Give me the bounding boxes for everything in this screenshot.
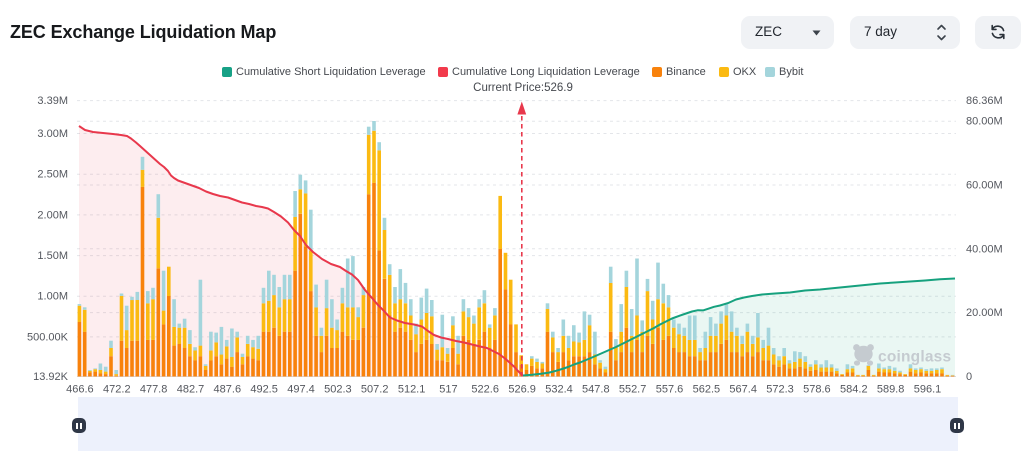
svg-text:547.8: 547.8 bbox=[582, 384, 610, 396]
svg-text:557.6: 557.6 bbox=[656, 384, 684, 396]
svg-text:3.39M: 3.39M bbox=[37, 95, 68, 107]
svg-text:3.00M: 3.00M bbox=[37, 128, 68, 140]
svg-text:526.9: 526.9 bbox=[508, 384, 536, 396]
svg-text:466.6: 466.6 bbox=[66, 384, 94, 396]
svg-text:1.50M: 1.50M bbox=[37, 250, 68, 262]
svg-text:1.00M: 1.00M bbox=[37, 291, 68, 303]
svg-text:572.3: 572.3 bbox=[766, 384, 794, 396]
svg-text:477.8: 477.8 bbox=[140, 384, 168, 396]
svg-text:584.2: 584.2 bbox=[840, 384, 868, 396]
svg-text:coinglass: coinglass bbox=[878, 349, 951, 366]
svg-text:2.00M: 2.00M bbox=[37, 209, 68, 221]
svg-text:507.2: 507.2 bbox=[361, 384, 389, 396]
svg-text:497.4: 497.4 bbox=[287, 384, 315, 396]
svg-text:517: 517 bbox=[439, 384, 457, 396]
svg-text:2.50M: 2.50M bbox=[37, 169, 68, 181]
svg-text:502.3: 502.3 bbox=[324, 384, 352, 396]
svg-text:512.1: 512.1 bbox=[398, 384, 426, 396]
svg-text:589.8: 589.8 bbox=[877, 384, 905, 396]
svg-text:552.7: 552.7 bbox=[619, 384, 647, 396]
svg-text:20.00M: 20.00M bbox=[966, 307, 1003, 319]
svg-text:40.00M: 40.00M bbox=[966, 243, 1003, 255]
svg-text:596.1: 596.1 bbox=[914, 384, 942, 396]
svg-text:532.4: 532.4 bbox=[545, 384, 573, 396]
svg-text:500.00K: 500.00K bbox=[27, 331, 69, 343]
svg-text:487.6: 487.6 bbox=[214, 384, 242, 396]
svg-text:472.2: 472.2 bbox=[103, 384, 131, 396]
svg-text:482.7: 482.7 bbox=[177, 384, 205, 396]
svg-text:0: 0 bbox=[966, 371, 972, 383]
svg-text:60.00M: 60.00M bbox=[966, 180, 1003, 192]
svg-text:86.36M: 86.36M bbox=[966, 95, 1003, 107]
svg-text:492.5: 492.5 bbox=[250, 384, 278, 396]
svg-text:562.5: 562.5 bbox=[693, 384, 721, 396]
svg-text:578.6: 578.6 bbox=[803, 384, 831, 396]
svg-text:80.00M: 80.00M bbox=[966, 116, 1003, 128]
svg-text:567.4: 567.4 bbox=[729, 384, 757, 396]
svg-text:13.92K: 13.92K bbox=[33, 371, 69, 383]
svg-text:522.6: 522.6 bbox=[471, 384, 499, 396]
